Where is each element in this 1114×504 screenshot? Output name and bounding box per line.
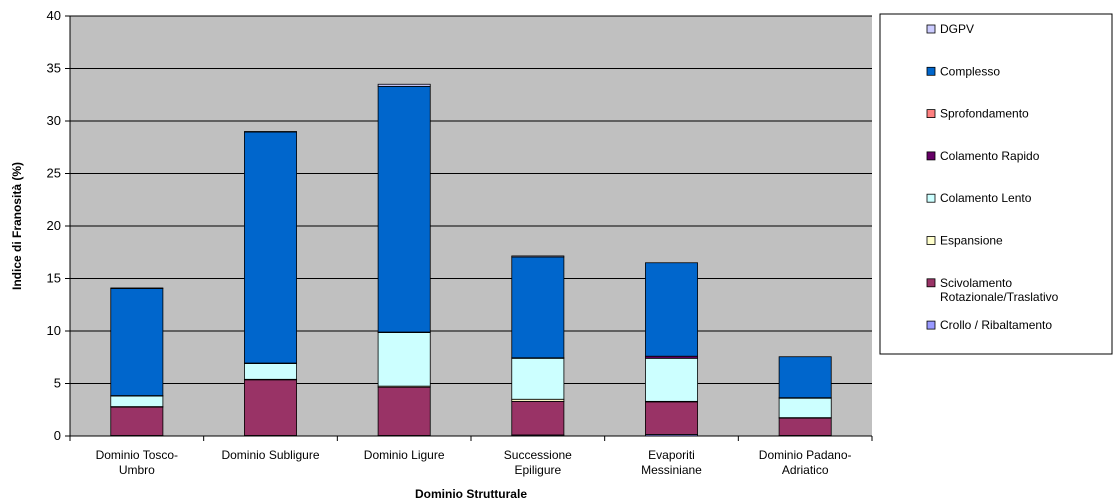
legend-item: DGPV [926, 22, 974, 36]
x-tick-label: Dominio Tosco-Umbro [96, 448, 178, 477]
legend-label: Complesso [940, 64, 1000, 78]
legend-swatch [926, 109, 936, 118]
legend-item: Sprofondamento [926, 107, 1029, 121]
bar-segment [778, 417, 832, 436]
bar-segment [511, 400, 565, 436]
legend-swatch [926, 193, 936, 203]
legend-swatch [926, 24, 936, 34]
legend-item: Scivolamento Rotazionale/Traslativo [926, 276, 1059, 304]
x-tick-label: Dominio Ligure [364, 448, 445, 462]
y-tick-label: 40 [47, 8, 61, 23]
bar-segment [244, 379, 297, 436]
bar-segment [511, 256, 565, 359]
legend-swatch [926, 236, 936, 245]
legend-item: Colamento Lento [926, 191, 1032, 205]
legend-box [879, 13, 1113, 355]
bar-stack [110, 287, 164, 437]
legend-swatch [926, 66, 936, 76]
y-tick-label: 20 [47, 218, 61, 233]
legend-label: Colamento Lento [940, 191, 1032, 205]
bar-stack [511, 255, 565, 437]
legend-item: Colamento Rapido [926, 149, 1040, 163]
legend-swatch [926, 278, 936, 288]
legend-item: Complesso [926, 64, 1000, 78]
bar-segment [377, 83, 431, 87]
bar-segment [778, 397, 832, 419]
y-tick-label: 30 [47, 113, 61, 128]
y-axis-title: Indice di Franosità (%) [10, 162, 24, 290]
bar-segment [645, 357, 698, 402]
bar-segment [377, 332, 431, 387]
legend-swatch [926, 320, 936, 330]
x-axis-title: Dominio Strutturale [415, 487, 527, 501]
bar-segment [110, 395, 164, 408]
x-tick-label: Successione Epiligure [504, 448, 572, 477]
bar-segment [377, 85, 431, 333]
y-tick-label: 25 [47, 166, 61, 181]
legend-label: Sprofondamento [940, 107, 1029, 121]
bar-stack [645, 262, 698, 437]
bar-stack [377, 83, 431, 437]
bars [110, 83, 832, 437]
bar-segment [778, 356, 832, 399]
x-tick-label: Dominio Padano-Adriatico [759, 448, 852, 477]
legend-item: Crollo / Ribaltamento [926, 318, 1052, 332]
axes [65, 15, 873, 441]
legend-swatch [926, 151, 936, 161]
bar-segment [645, 401, 698, 435]
legend-label: Scivolamento Rotazionale/Traslativo [940, 276, 1059, 304]
bar-segment [110, 288, 164, 396]
y-tick-labels: 0 5 10 15 20 25 30 35 40 [47, 8, 61, 443]
bar-segment [110, 406, 164, 436]
x-tick-label: Dominio Subligure [221, 448, 319, 462]
legend-label: Colamento Rapido [940, 149, 1040, 163]
y-tick-label: 15 [47, 271, 61, 286]
legend-label: DGPV [940, 22, 974, 36]
y-tick-label: 10 [47, 323, 61, 338]
legend-label: Espansione [940, 234, 1003, 248]
legend: DGPV Complesso Sprofondamento Colamento Rap… [879, 13, 1113, 355]
bar-segment [110, 287, 164, 289]
y-tick-label: 0 [54, 428, 61, 443]
bar-segment [244, 363, 297, 380]
x-tick-label: Evaporiti Messiniane [641, 448, 702, 477]
y-tick-label: 5 [54, 376, 61, 391]
bar-segment [645, 262, 698, 357]
bar-segment [244, 131, 297, 133]
bar-segment [244, 131, 297, 364]
legend-label: Crollo / Ribaltamento [940, 318, 1052, 332]
bar-segment [511, 255, 565, 258]
grid-lines [70, 15, 872, 384]
x-tick-labels: Dominio Tosco-Umbro Dominio Subligure Domi… [96, 448, 852, 477]
bar-stack [244, 131, 297, 437]
bar-stack [778, 356, 832, 437]
y-tick-label: 35 [47, 61, 61, 76]
bar-segment [377, 386, 431, 436]
legend-item: Espansione [926, 234, 1003, 248]
bar-segment [511, 357, 565, 400]
